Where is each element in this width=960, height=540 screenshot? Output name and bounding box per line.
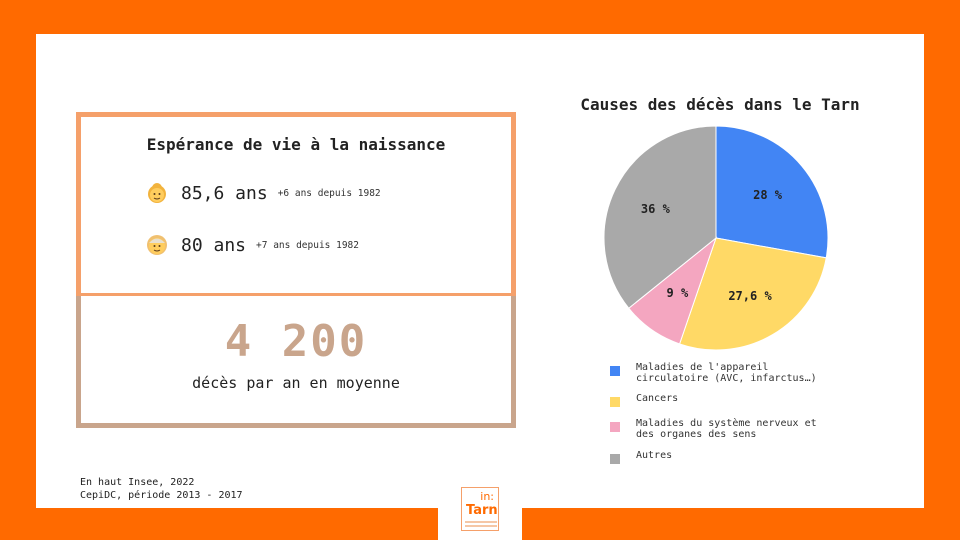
source-note: En haut Insee, 2022 CepiDC, période 2013…: [80, 476, 243, 502]
legend-label: Maladies du système nerveux et des organe…: [636, 418, 817, 440]
life-expectancy-title: Espérance de vie à la naissance: [146, 135, 446, 154]
legend-item: Maladies de l'appareil circulatoire (AVC,…: [610, 362, 817, 384]
logo-line: [465, 525, 497, 527]
legend-item: Maladies du système nerveux et des organe…: [610, 418, 817, 440]
old-man-emoji-icon: [143, 231, 171, 259]
legend-label: Cancers: [636, 393, 679, 404]
men-life-expectancy-row: 80 ans +7 ans depuis 1982: [143, 231, 359, 259]
legend-swatch: [610, 397, 620, 407]
legend-label: Maladies de l'appareil circulatoire (AVC,…: [636, 362, 817, 384]
deaths-panel: 4 200 décès par an en moyenne: [76, 296, 516, 428]
legend-swatch: [610, 454, 620, 464]
deaths-caption: décès par an en moyenne: [192, 374, 400, 392]
pie-slice-label: 28 %: [753, 188, 783, 202]
legend-item: Autres: [610, 450, 672, 464]
pie-slice-label: 36 %: [641, 202, 671, 216]
legend-label: Autres: [636, 450, 673, 461]
in-tarn-logo-icon: in: Tarn: [461, 487, 499, 531]
pie-slice-label: 9 %: [667, 286, 689, 300]
legend-item: Cancers: [610, 393, 678, 407]
source-line-1: En haut Insee, 2022: [80, 477, 195, 488]
pie-slice-label: 27,6 %: [728, 289, 772, 303]
life-expectancy-panel: Espérance de vie à la naissance 85,6 ans…: [76, 112, 516, 298]
men-life-expectancy-note: +7 ans depuis 1982: [256, 239, 359, 251]
logo-tab: [438, 476, 522, 540]
women-life-expectancy-value: 85,6 ans: [181, 182, 268, 204]
pie-slice: [603, 125, 717, 309]
pie-slice: [678, 237, 827, 351]
old-woman-emoji-icon: [143, 179, 171, 207]
men-life-expectancy-value: 80 ans: [181, 234, 247, 256]
women-life-expectancy-row: 85,6 ans +6 ans depuis 1982: [143, 179, 381, 207]
legend-swatch: [610, 422, 620, 432]
logo-line: [465, 521, 497, 523]
women-life-expectancy-note: +6 ans depuis 1982: [277, 187, 381, 199]
causes-of-death-pie-chart: 28 % 27,6 % 9 % 36 %: [603, 125, 829, 351]
pie-slice: [715, 125, 829, 259]
logo-text-bottom: Tarn: [466, 503, 498, 518]
logo-text-top: in:: [480, 490, 494, 503]
deaths-number: 4 200: [224, 316, 368, 367]
chart-title: Causes des décès dans le Tarn: [580, 95, 860, 114]
source-line-2: CepiDC, période 2013 - 2017: [80, 490, 243, 501]
legend-swatch: [610, 366, 620, 376]
